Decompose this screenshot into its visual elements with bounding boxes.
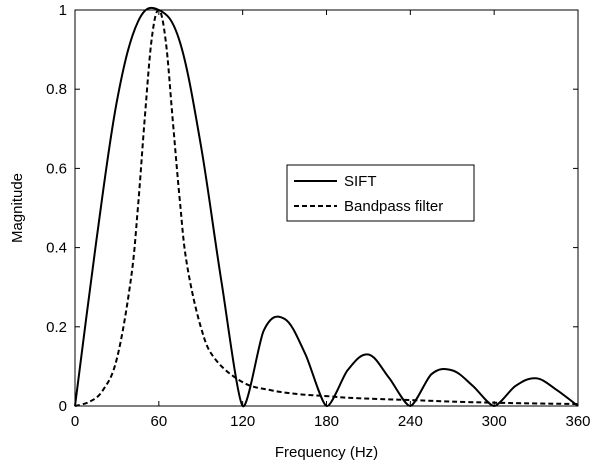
y-tick-label: 0.8 bbox=[46, 81, 67, 98]
series-line-sift bbox=[74, 6, 579, 408]
y-axis-title: Magnitude bbox=[9, 173, 26, 243]
y-tick-label: 1 bbox=[59, 2, 67, 19]
x-tick-label: 240 bbox=[398, 413, 423, 430]
ticks-layer: 0 60 120 180 240 300 360 0 0.2 0.4 0.6 0.8 1 bbox=[46, 2, 590, 430]
x-tick-label: 360 bbox=[565, 413, 590, 430]
series-layer bbox=[74, 6, 579, 408]
y-tick-label: 0.2 bbox=[46, 319, 67, 336]
legend: SIFT Bandpass filter bbox=[286, 164, 475, 222]
legend-box bbox=[286, 164, 475, 222]
series-line-bandpass-filter bbox=[74, 9, 579, 407]
x-axis-title: Frequency (Hz) bbox=[275, 444, 378, 461]
x-tick-label: 300 bbox=[482, 413, 507, 430]
legend-label-bandpass: Bandpass filter bbox=[344, 198, 443, 215]
x-tick-label: 180 bbox=[314, 413, 339, 430]
legend-label-sift: SIFT bbox=[344, 173, 377, 190]
x-tick-label: 120 bbox=[230, 413, 255, 430]
x-tick-label: 60 bbox=[150, 413, 167, 430]
x-tick-label: 0 bbox=[71, 413, 79, 430]
y-tick-label: 0.4 bbox=[46, 240, 67, 257]
y-tick-label: 0 bbox=[59, 398, 67, 415]
y-tick-label: 0.6 bbox=[46, 160, 67, 177]
